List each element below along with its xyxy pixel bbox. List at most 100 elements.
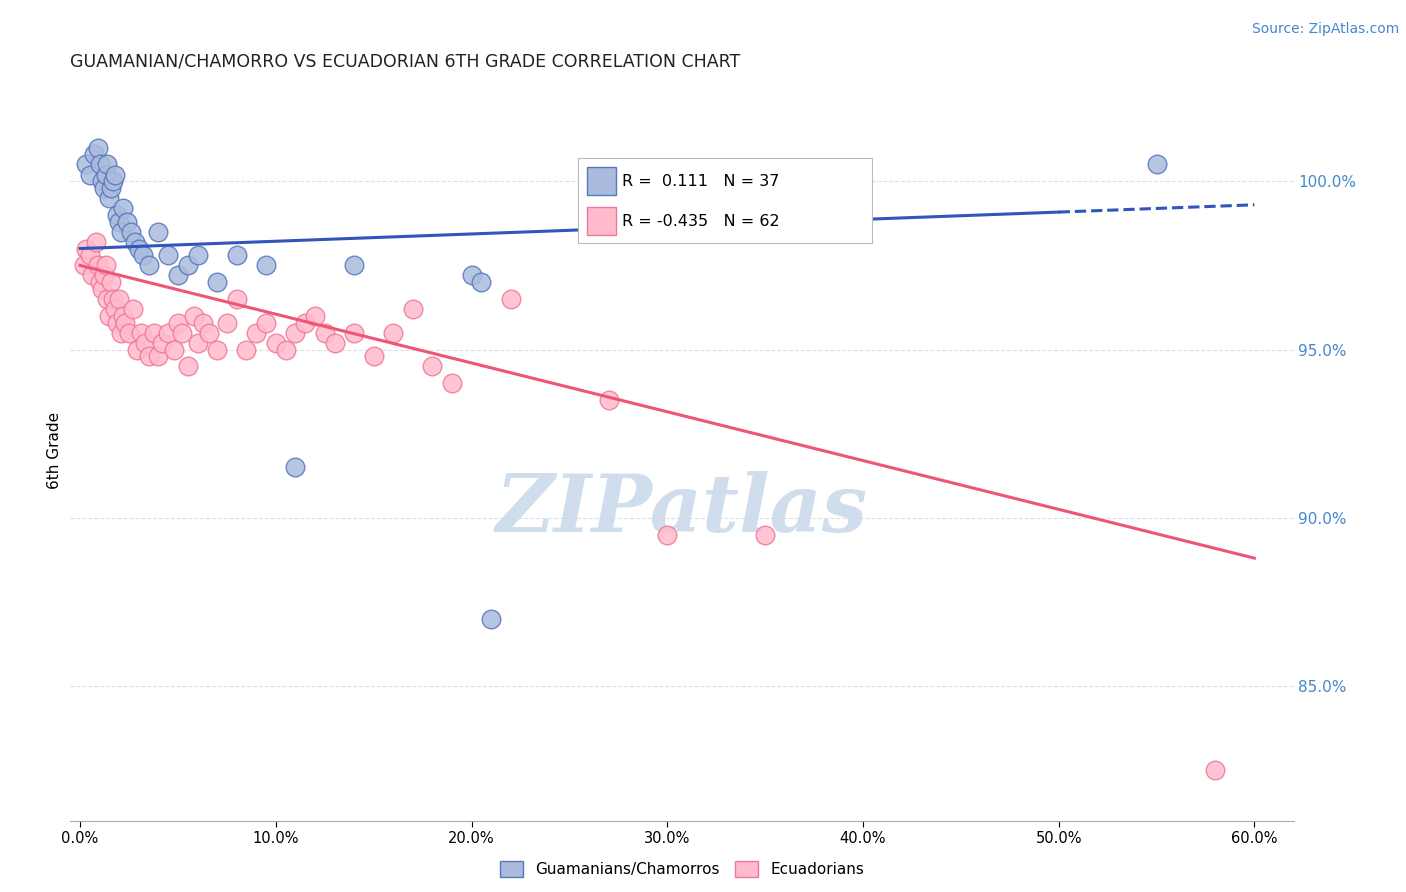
Point	[125, 343, 148, 357]
Point	[235, 343, 257, 357]
Point	[323, 335, 346, 350]
Point	[98, 309, 121, 323]
Point	[148, 349, 170, 363]
Point	[112, 201, 135, 215]
Point	[110, 326, 132, 340]
Point	[422, 359, 444, 374]
Point	[143, 326, 166, 340]
Point	[93, 181, 115, 195]
Point	[193, 316, 215, 330]
Point	[103, 292, 125, 306]
Point	[94, 259, 117, 273]
Point	[157, 248, 180, 262]
Point	[284, 326, 307, 340]
Point	[100, 181, 122, 195]
Point	[84, 235, 107, 249]
Point	[100, 275, 122, 289]
Point	[186, 248, 208, 262]
Point	[205, 275, 228, 289]
Point	[284, 460, 307, 475]
Point	[479, 612, 502, 626]
Point	[170, 326, 193, 340]
Point	[124, 235, 146, 249]
Point	[657, 527, 679, 541]
Point	[86, 259, 108, 273]
Point	[1204, 763, 1226, 777]
Legend: Guamanians/Chamorros, Ecuadorians: Guamanians/Chamorros, Ecuadorians	[494, 855, 870, 883]
Point	[157, 326, 180, 340]
Point	[183, 309, 205, 323]
Point	[132, 248, 155, 262]
Point	[167, 268, 190, 283]
Point	[112, 309, 135, 323]
Point	[440, 376, 463, 391]
Point	[108, 292, 131, 306]
Text: Source: ZipAtlas.com: Source: ZipAtlas.com	[1251, 22, 1399, 37]
Point	[138, 349, 160, 363]
Point	[128, 242, 150, 256]
Point	[598, 392, 620, 407]
Point	[75, 157, 97, 171]
Point	[205, 343, 228, 357]
Point	[93, 268, 115, 283]
Point	[104, 168, 127, 182]
Point	[294, 316, 316, 330]
Point	[114, 316, 136, 330]
Point	[304, 309, 326, 323]
Point	[86, 140, 108, 154]
Text: R =  0.111   N = 37: R = 0.111 N = 37	[621, 174, 779, 188]
Point	[274, 343, 297, 357]
Bar	[586, 168, 616, 194]
Point	[363, 349, 385, 363]
Y-axis label: 6th Grade: 6th Grade	[46, 412, 62, 489]
Point	[198, 326, 221, 340]
Point	[470, 275, 492, 289]
Point	[167, 316, 190, 330]
Bar	[586, 208, 616, 235]
Point	[225, 248, 247, 262]
Point	[120, 225, 142, 239]
Point	[402, 302, 425, 317]
Point	[134, 335, 156, 350]
Point	[105, 316, 128, 330]
Point	[343, 326, 366, 340]
Point	[73, 259, 96, 273]
Point	[382, 326, 405, 340]
Point	[254, 259, 277, 273]
Point	[79, 168, 101, 182]
Point	[118, 326, 141, 340]
Point	[138, 259, 160, 273]
Point	[89, 275, 111, 289]
Point	[264, 335, 287, 350]
Point	[245, 326, 267, 340]
Point	[254, 316, 277, 330]
Point	[148, 225, 170, 239]
Point	[96, 157, 118, 171]
Point	[94, 168, 117, 182]
Text: R = -0.435   N = 62: R = -0.435 N = 62	[621, 213, 779, 228]
Point	[83, 147, 105, 161]
Point	[163, 343, 186, 357]
Point	[177, 359, 200, 374]
Point	[103, 174, 125, 188]
Point	[110, 225, 132, 239]
Point	[754, 527, 776, 541]
Point	[499, 292, 522, 306]
Point	[96, 292, 118, 306]
Point	[80, 268, 103, 283]
Point	[115, 214, 138, 228]
Point	[215, 316, 238, 330]
Point	[122, 302, 145, 317]
Point	[177, 259, 200, 273]
Point	[460, 268, 482, 283]
Text: GUAMANIAN/CHAMORRO VS ECUADORIAN 6TH GRADE CORRELATION CHART: GUAMANIAN/CHAMORRO VS ECUADORIAN 6TH GRA…	[70, 53, 741, 70]
Text: ZIPatlas: ZIPatlas	[496, 471, 868, 549]
Point	[108, 214, 131, 228]
Point	[105, 208, 128, 222]
Point	[79, 248, 101, 262]
Point	[89, 157, 111, 171]
Point	[150, 335, 173, 350]
Point	[186, 335, 208, 350]
Point	[129, 326, 152, 340]
Point	[104, 302, 127, 317]
